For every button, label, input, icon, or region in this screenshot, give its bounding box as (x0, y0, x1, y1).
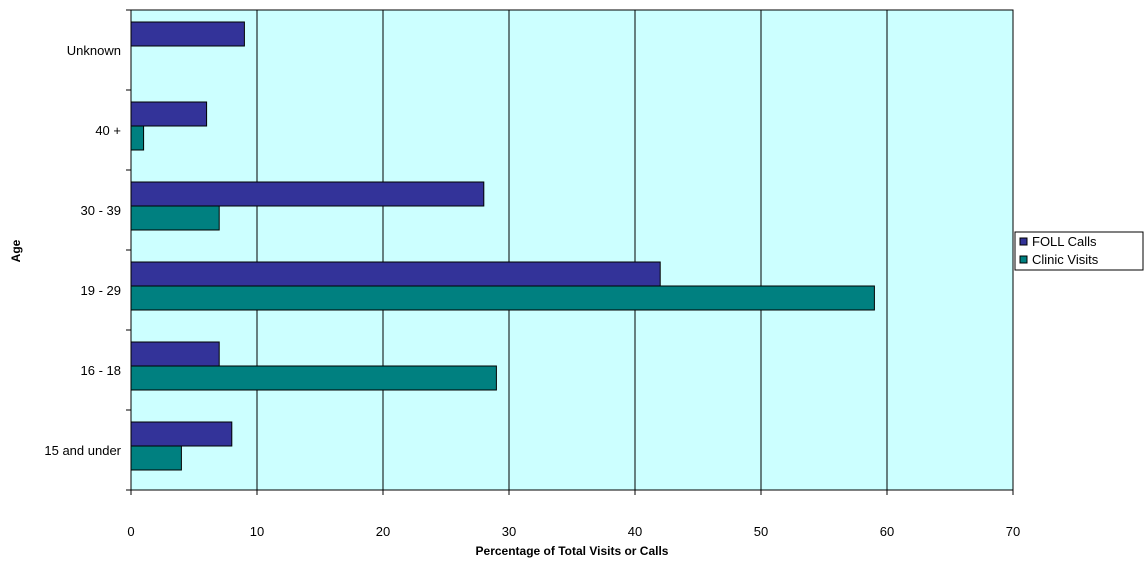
x-tick-label: 40 (628, 524, 642, 539)
axes (126, 9, 1014, 495)
gridlines (256, 10, 888, 490)
x-tick-label: 70 (1006, 524, 1020, 539)
y-axis-title: Age (9, 239, 23, 262)
bar-clinic-visits (130, 365, 497, 391)
bars (130, 21, 875, 471)
plot-area (130, 9, 1014, 491)
x-tick-label: 50 (754, 524, 768, 539)
bar-clinic-visits (130, 445, 182, 471)
bar-clinic-visits (130, 285, 875, 311)
y-tick-label: 16 - 18 (81, 363, 121, 378)
legend-swatch-clinic-visits (1019, 255, 1028, 264)
y-tick-label: 15 and under (44, 443, 121, 458)
bar-foll-calls (130, 421, 233, 447)
x-tick-label: 30 (502, 524, 516, 539)
x-tick-label: 0 (127, 524, 134, 539)
legend-box (1014, 231, 1144, 271)
bar-foll-calls (130, 21, 245, 47)
bar-clinic-visits (130, 205, 220, 231)
legend-swatch-foll-calls (1019, 237, 1028, 246)
bar-foll-calls (130, 341, 220, 367)
bar-foll-calls (130, 261, 661, 287)
legend: FOLL Calls Clinic Visits (1014, 231, 1144, 271)
x-tick-labels: 0 10 20 30 40 50 60 70 (127, 524, 1020, 539)
x-axis-title: Percentage of Total Visits or Calls (476, 544, 669, 558)
bar-foll-calls (130, 181, 485, 207)
y-tick-label: Unknown (67, 43, 121, 58)
legend-label-foll-calls: FOLL Calls (1032, 234, 1097, 249)
legend-label-clinic-visits: Clinic Visits (1032, 252, 1099, 267)
y-tick-label: 30 - 39 (81, 203, 121, 218)
x-tick-label: 60 (880, 524, 894, 539)
y-tick-label: 19 - 29 (81, 283, 121, 298)
y-tick-label: 40 + (95, 123, 121, 138)
bar-foll-calls (130, 101, 208, 127)
y-tick-labels: Unknown 40 + 30 - 39 19 - 29 16 - 18 15 and u… (44, 43, 121, 458)
bar-clinic-visits (130, 125, 145, 151)
x-tick-label: 10 (250, 524, 264, 539)
x-tick-label: 20 (376, 524, 390, 539)
